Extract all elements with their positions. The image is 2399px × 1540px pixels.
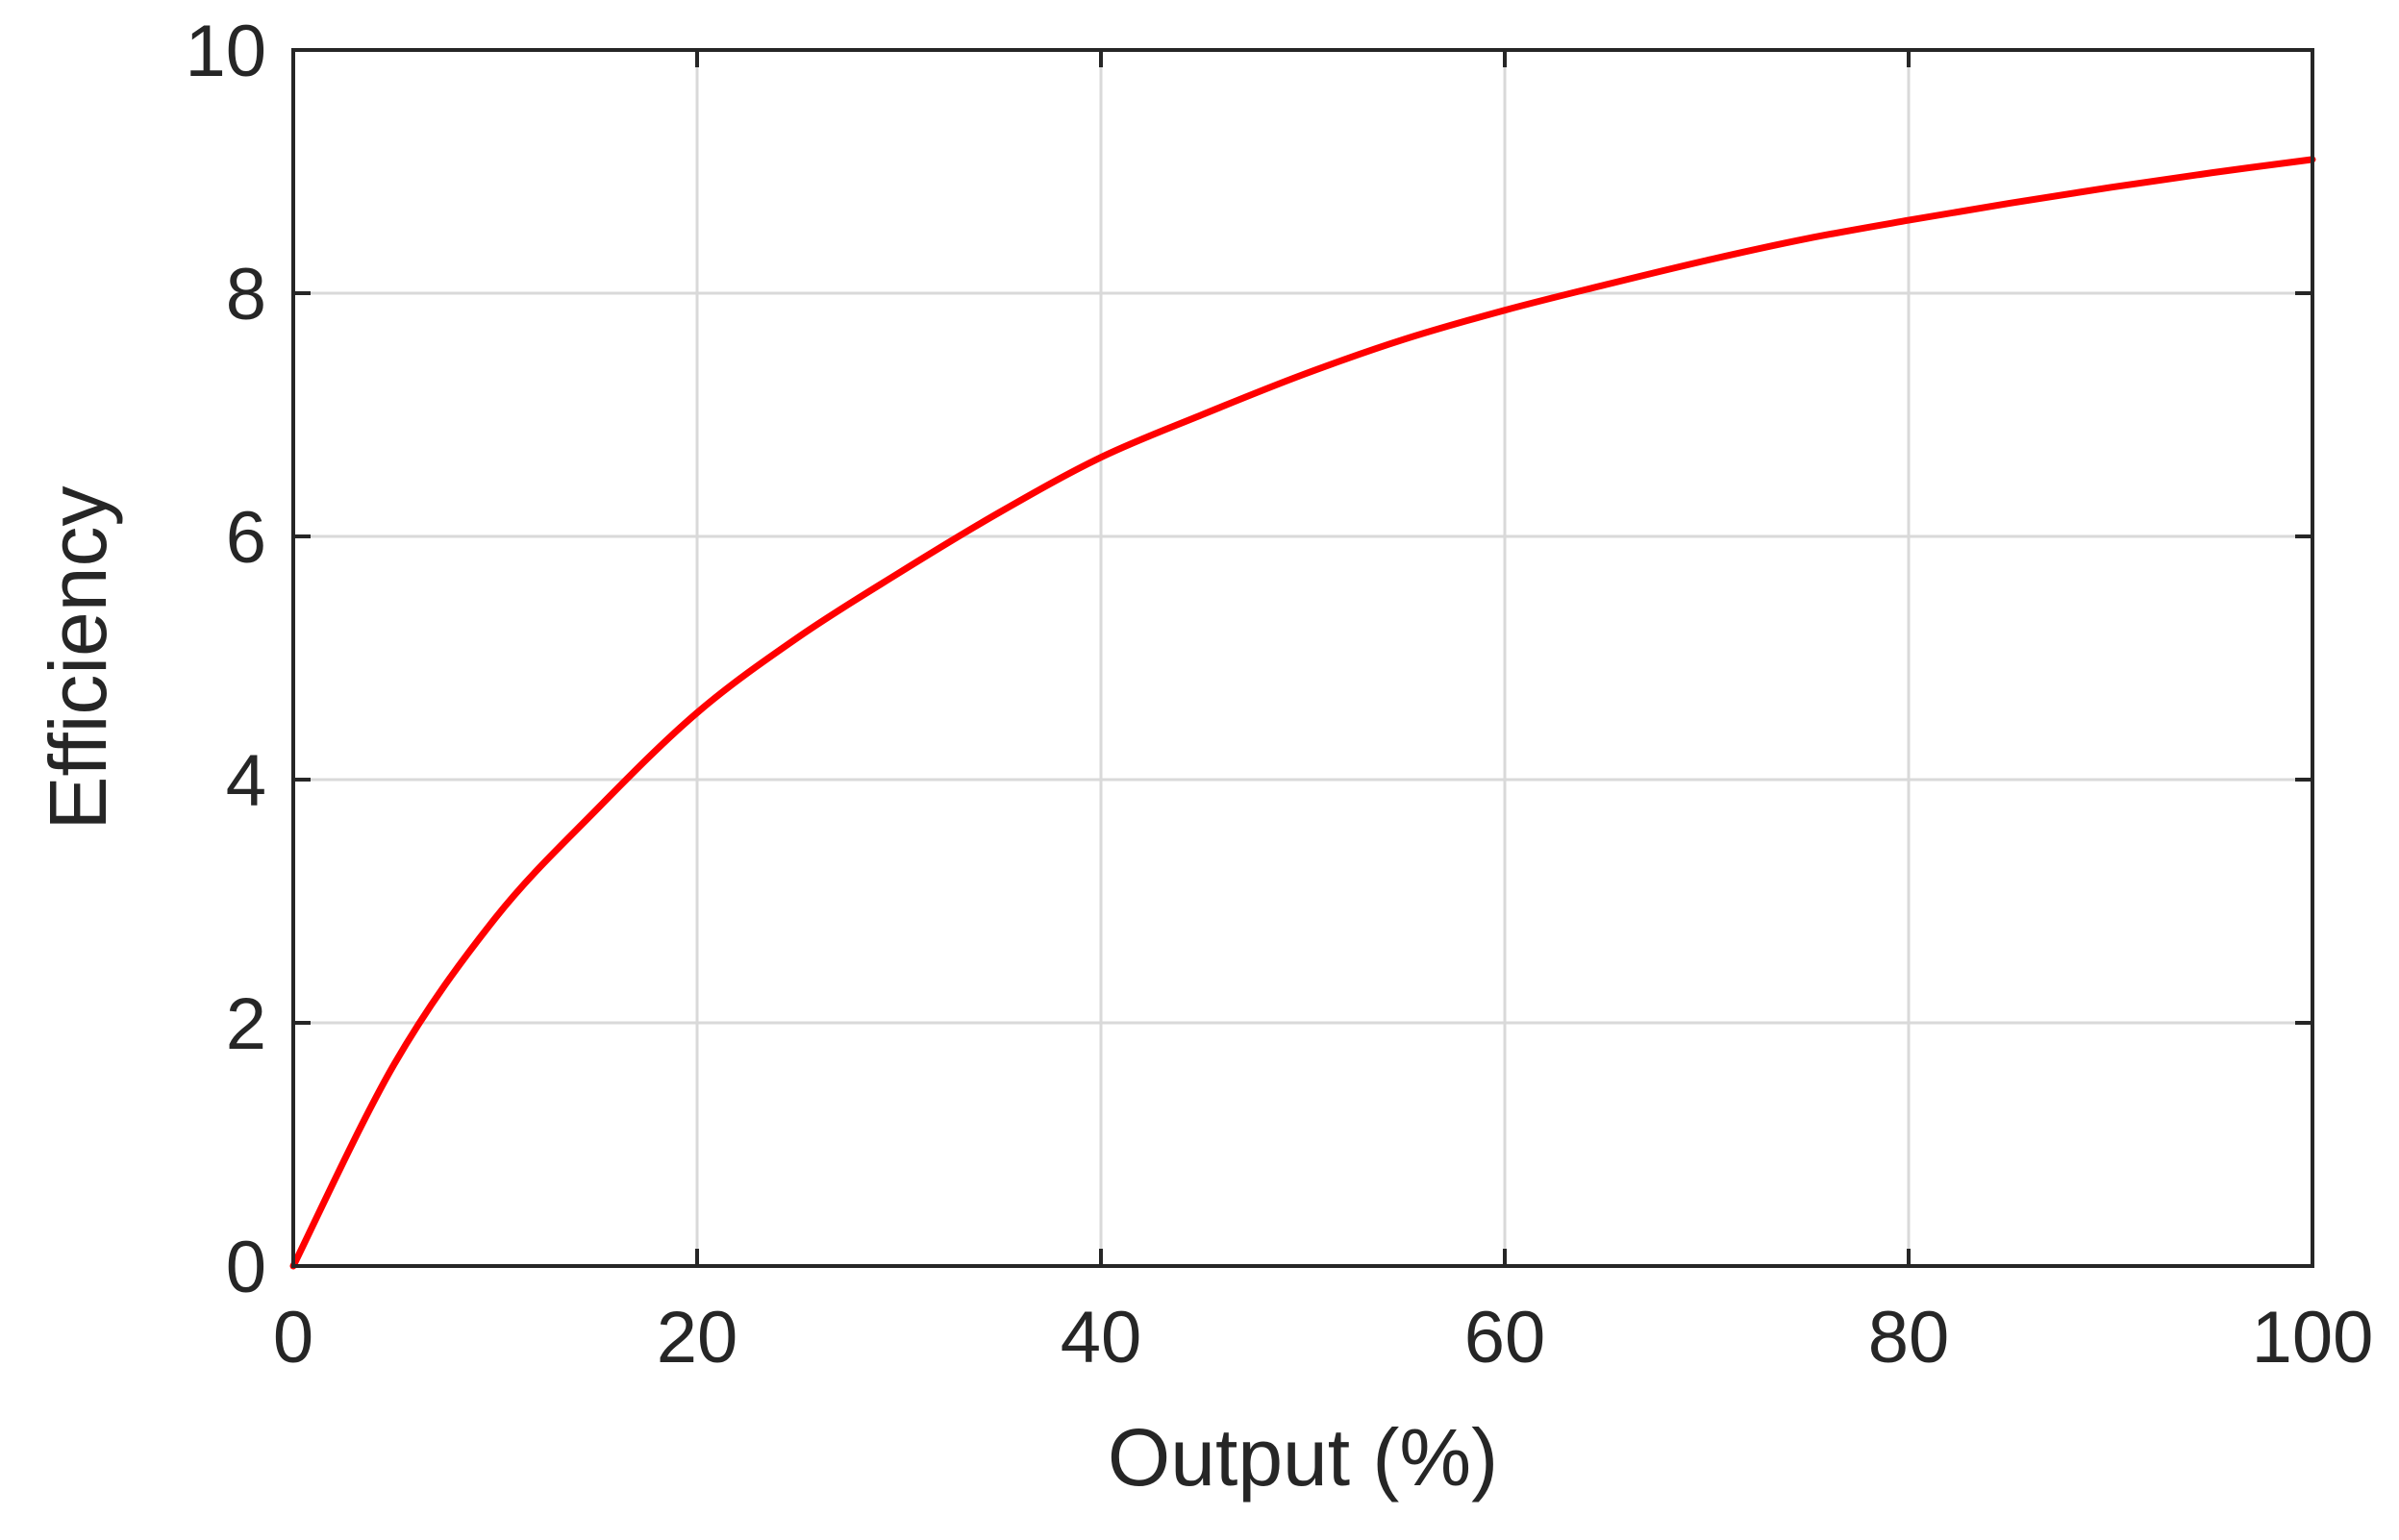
plot-border xyxy=(291,48,2314,1268)
series-line xyxy=(289,156,2316,1270)
y-tick-label: 10 xyxy=(185,11,266,92)
series-layer xyxy=(289,156,2316,1270)
x-tick-label: 80 xyxy=(1868,1297,1950,1379)
y-tick-label: 4 xyxy=(226,740,266,822)
x-tick-label: 20 xyxy=(657,1297,738,1379)
x-tick-label: 100 xyxy=(2252,1297,2374,1379)
ticks-layer xyxy=(291,48,2314,1268)
x-axis-title: Output (%) xyxy=(1108,1412,1498,1503)
x-tick-label: 0 xyxy=(273,1297,313,1379)
grid-layer xyxy=(293,50,2312,1266)
y-tick-label: 8 xyxy=(226,254,266,335)
y-tick-label: 0 xyxy=(226,1227,266,1308)
y-tick-label: 2 xyxy=(226,983,266,1065)
y-axis-title: Efficiency xyxy=(33,486,123,831)
plot-frame xyxy=(291,48,2314,1268)
y-tick-label: 6 xyxy=(226,497,266,579)
x-tick-label: 60 xyxy=(1464,1297,1546,1379)
x-tick-label: 40 xyxy=(1061,1297,1142,1379)
tick-labels: 0 20 40 60 80 100 0 2 4 6 8 10 xyxy=(185,11,2373,1379)
